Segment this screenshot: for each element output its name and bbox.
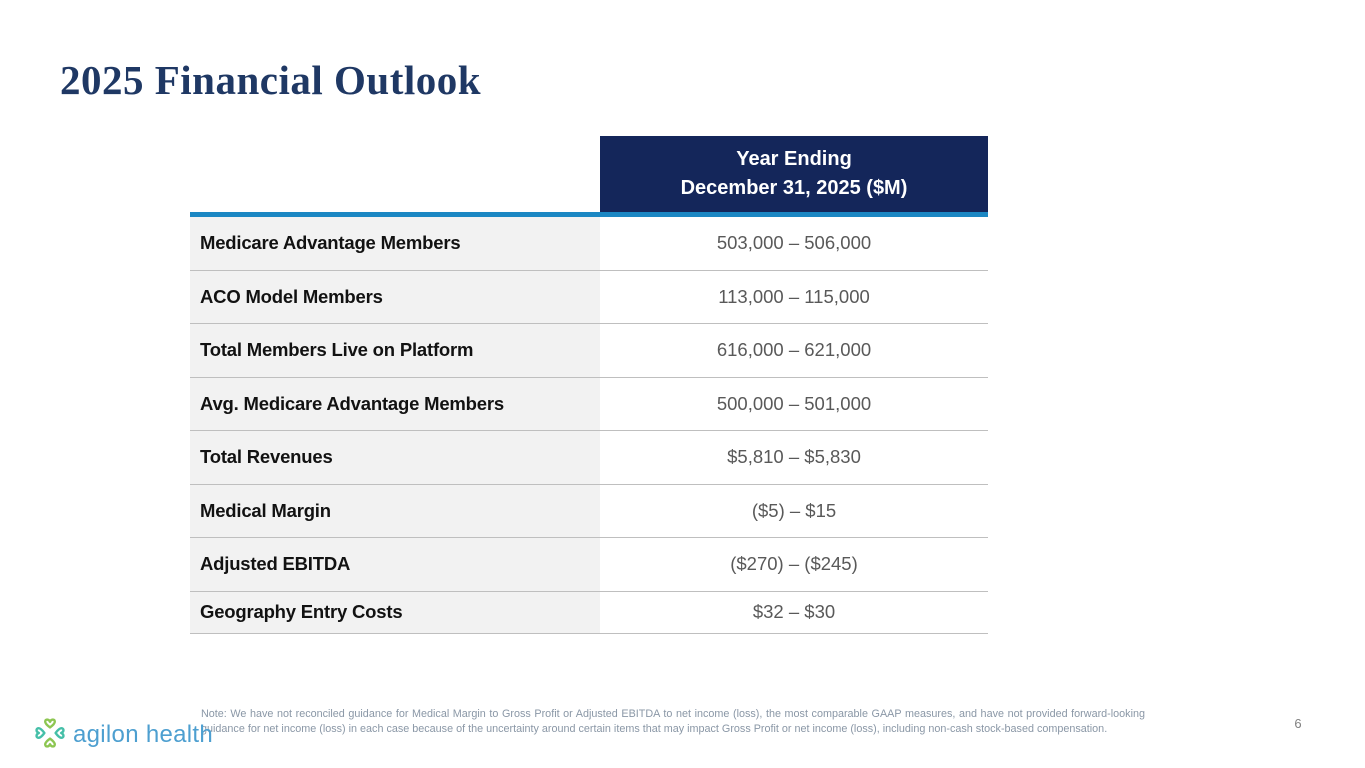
row-label: Total Revenues xyxy=(190,431,600,484)
page-title: 2025 Financial Outlook xyxy=(60,57,482,103)
table-header-spacer xyxy=(190,136,600,212)
table-header-year-ending: Year Ending December 31, 2025 ($M) xyxy=(600,136,988,212)
table-row: Adjusted EBITDA ($270) – ($245) xyxy=(190,538,988,592)
footnote: Note: We have not reconciled guidance fo… xyxy=(201,708,1145,735)
row-value: 503,000 – 506,000 xyxy=(600,217,988,270)
clover-icon xyxy=(32,714,68,755)
table-row: Geography Entry Costs $32 – $30 xyxy=(190,591,988,634)
row-label: Total Members Live on Platform xyxy=(190,324,600,377)
row-label: Medical Margin xyxy=(190,484,600,537)
table-header-line2: December 31, 2025 ($M) xyxy=(680,177,908,199)
table-row: Avg. Medicare Advantage Members 500,000 … xyxy=(190,377,988,431)
table-header-row: Year Ending December 31, 2025 ($M) xyxy=(190,136,988,212)
row-label: Adjusted EBITDA xyxy=(190,538,600,591)
company-logo: agilon health xyxy=(32,714,213,755)
row-label: Geography Entry Costs xyxy=(190,591,600,633)
table-row: Total Members Live on Platform 616,000 –… xyxy=(190,324,988,378)
row-value: 616,000 – 621,000 xyxy=(600,324,988,377)
row-label: Avg. Medicare Advantage Members xyxy=(190,377,600,430)
accent-divider xyxy=(190,212,988,217)
row-value: 113,000 – 115,000 xyxy=(600,270,988,323)
table-rows: Medicare Advantage Members 503,000 – 506… xyxy=(190,217,988,634)
table-row: Total Revenues $5,810 – $5,830 xyxy=(190,431,988,485)
row-value: ($270) – ($245) xyxy=(600,538,988,591)
row-value: 500,000 – 501,000 xyxy=(600,377,988,430)
table-row: ACO Model Members 113,000 – 115,000 xyxy=(190,270,988,324)
table-row: Medical Margin ($5) – $15 xyxy=(190,484,988,538)
row-label: Medicare Advantage Members xyxy=(190,217,600,270)
row-label: ACO Model Members xyxy=(190,270,600,323)
row-value: $32 – $30 xyxy=(600,591,988,633)
financial-outlook-table: Year Ending December 31, 2025 ($M) Medic… xyxy=(190,136,988,634)
row-value: ($5) – $15 xyxy=(600,484,988,537)
row-value: $5,810 – $5,830 xyxy=(600,431,988,484)
table-row: Medicare Advantage Members 503,000 – 506… xyxy=(190,217,988,271)
page-number: 6 xyxy=(1294,716,1302,731)
table-header-line1: Year Ending xyxy=(736,148,852,170)
logo-wordmark: agilon health xyxy=(73,720,214,748)
